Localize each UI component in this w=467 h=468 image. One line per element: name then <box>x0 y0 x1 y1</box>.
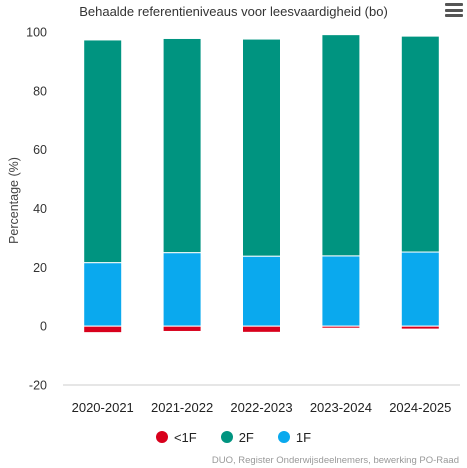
bar-lt1F-2023-2024[interactable] <box>321 325 361 329</box>
y-tick-label: 80 <box>33 84 47 98</box>
chart-credits: DUO, Register Onderwijsdeelnemers, bewer… <box>211 455 459 466</box>
y-tick-label: 40 <box>33 202 47 216</box>
bar-1F-2023-2024[interactable] <box>321 255 361 327</box>
y-axis-label: Percentage (%) <box>7 157 21 244</box>
x-category-label: 2022-2023 <box>230 400 292 415</box>
legend-label: 1F <box>295 430 312 445</box>
bar-1F-2024-2025[interactable] <box>400 251 440 327</box>
bar-1F-2021-2022[interactable] <box>162 252 202 327</box>
x-category-label: 2021-2022 <box>151 400 213 415</box>
bar-lt1F-2022-2023[interactable] <box>242 325 281 333</box>
legend-item[interactable]: 1F <box>277 430 312 445</box>
y-tick-label: 20 <box>33 261 47 275</box>
chart-plot-area: -20 0 20 40 60 80 100 Percentage (%) 2020-2021 20… <box>7 26 460 415</box>
legend-label: <1F <box>173 430 197 445</box>
chart-title: Behaalde referentieniveaus voor leesvaar… <box>79 4 388 19</box>
bar-2F-2021-2022[interactable] <box>162 37 202 254</box>
legend-color-dot <box>155 431 168 443</box>
bar-2F-2023-2024[interactable] <box>321 34 361 257</box>
bar-1F-2020-2021[interactable] <box>83 262 123 327</box>
legend-color-dot <box>277 431 290 443</box>
legend-item[interactable]: <1F <box>155 430 197 445</box>
y-tick-label: 0 <box>40 320 47 334</box>
legend-label: 2F <box>238 430 254 445</box>
bar-lt1F-2020-2021[interactable] <box>83 325 123 334</box>
bar-2F-2024-2025[interactable] <box>400 35 440 253</box>
y-tick-label: 60 <box>33 143 47 157</box>
legend-item[interactable]: 2F <box>220 430 254 445</box>
legend-color-dot <box>220 431 233 443</box>
bar-lt1F-2021-2022[interactable] <box>162 325 202 332</box>
bar-2F-2020-2021[interactable] <box>83 39 123 264</box>
chart-legend: <1F 2F 1F <box>0 430 467 445</box>
y-tick-label: 100 <box>26 26 47 40</box>
bar-lt1F-2024-2025[interactable] <box>400 325 440 330</box>
x-category-label: 2024-2025 <box>389 400 451 415</box>
bar-1F-2022-2023[interactable] <box>242 255 281 327</box>
hamburger-menu-icon[interactable] <box>445 3 463 19</box>
bar-2F-2022-2023[interactable] <box>242 38 281 257</box>
x-category-label: 2023-2024 <box>310 400 372 415</box>
x-category-label: 2020-2021 <box>72 400 134 415</box>
y-tick-label: -20 <box>29 379 47 393</box>
